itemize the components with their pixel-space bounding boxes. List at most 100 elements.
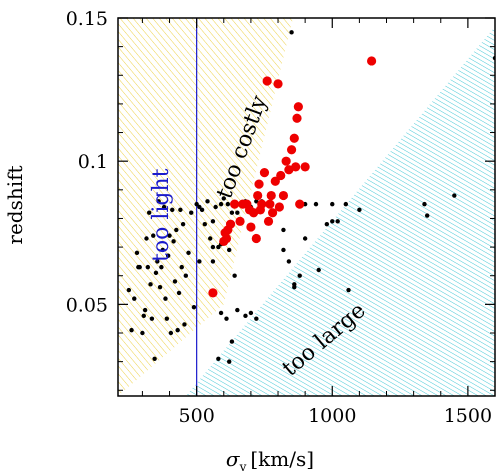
other-point xyxy=(179,264,184,270)
other-point xyxy=(153,270,159,276)
other-point xyxy=(281,247,286,253)
other-point xyxy=(313,201,319,207)
other-point xyxy=(289,30,294,35)
other-point xyxy=(218,201,224,207)
y-tick-label: 0.05 xyxy=(66,294,108,316)
other-point xyxy=(191,305,197,310)
other-point xyxy=(210,219,216,224)
x-tick-label: 1500 xyxy=(444,405,492,427)
other-point xyxy=(208,236,213,241)
other-point xyxy=(140,330,145,336)
other-point xyxy=(225,201,231,207)
other-point xyxy=(292,284,297,290)
selected-point xyxy=(270,176,280,186)
selected-point xyxy=(293,102,303,112)
other-point xyxy=(197,204,202,210)
other-point xyxy=(330,219,335,224)
y-tick-label: 0.1 xyxy=(78,151,108,173)
x-tick-label: 500 xyxy=(179,405,215,427)
other-point xyxy=(148,282,153,287)
selected-point xyxy=(251,233,261,244)
other-point xyxy=(229,210,235,215)
other-point xyxy=(137,264,142,270)
other-point xyxy=(156,199,161,204)
plot-frame xyxy=(117,17,496,397)
other-point xyxy=(254,199,259,204)
other-point xyxy=(183,273,189,278)
other-point xyxy=(286,259,292,264)
selected-point xyxy=(235,216,245,226)
other-point xyxy=(126,287,132,293)
selected-point xyxy=(259,168,270,178)
other-point xyxy=(224,316,229,321)
selected-point xyxy=(273,79,283,89)
other-point xyxy=(186,250,191,256)
other-point xyxy=(216,356,221,361)
other-point xyxy=(180,221,186,227)
other-point xyxy=(205,199,210,204)
other-point xyxy=(346,287,351,293)
other-point xyxy=(175,327,180,333)
other-point xyxy=(176,290,182,296)
other-point xyxy=(155,259,160,264)
selected-point xyxy=(278,190,289,201)
other-point xyxy=(159,264,164,270)
too-light-label: too light xyxy=(149,168,174,262)
x-axis-ticks: 500 1000 1500 xyxy=(141,18,496,427)
other-point xyxy=(142,307,148,313)
other-point xyxy=(194,201,199,207)
other-point xyxy=(197,259,202,264)
other-point xyxy=(213,204,218,210)
selected-point xyxy=(267,208,278,218)
other-cluster-points xyxy=(126,30,495,364)
x-tick-label: 1000 xyxy=(308,405,356,427)
other-point xyxy=(229,339,235,344)
other-point xyxy=(165,253,171,258)
other-point xyxy=(171,239,176,244)
other-point xyxy=(210,244,216,250)
selected-point xyxy=(221,233,232,244)
other-point xyxy=(424,213,430,218)
selected-point xyxy=(262,76,272,86)
other-point xyxy=(202,221,207,227)
selected-point xyxy=(366,56,377,66)
other-point xyxy=(357,207,362,213)
selected-point xyxy=(274,202,284,212)
too-large-region xyxy=(185,26,495,396)
selected-point xyxy=(289,133,299,143)
other-point xyxy=(145,264,151,270)
other-point xyxy=(330,201,335,207)
other-point xyxy=(281,227,286,233)
selected-point xyxy=(265,199,275,209)
other-point xyxy=(152,356,157,361)
other-point xyxy=(302,236,308,241)
selected-point xyxy=(276,170,286,181)
selected-point xyxy=(254,179,264,189)
other-point xyxy=(221,196,226,201)
other-point xyxy=(235,307,240,313)
other-point xyxy=(161,204,167,210)
other-point xyxy=(235,210,240,215)
selected-point xyxy=(225,219,236,229)
other-point xyxy=(151,233,156,238)
other-point xyxy=(146,210,152,215)
other-point xyxy=(216,244,221,250)
other-point xyxy=(163,296,168,301)
y-axis-ticks: 0.05 0.1 0.15 xyxy=(66,8,495,391)
other-point xyxy=(170,207,175,213)
selected-point xyxy=(230,199,240,209)
selected-point xyxy=(257,199,267,209)
selected-point xyxy=(263,216,274,226)
other-point xyxy=(232,273,237,278)
other-point xyxy=(422,201,427,207)
selected-point xyxy=(266,190,276,201)
y-axis-title: redshift xyxy=(3,165,27,244)
other-point xyxy=(129,327,134,333)
other-point xyxy=(297,273,302,278)
other-point xyxy=(199,207,205,213)
other-point xyxy=(149,316,155,321)
other-point xyxy=(132,296,137,301)
other-point xyxy=(227,247,232,253)
y-tick-label: 0.15 xyxy=(66,8,108,30)
